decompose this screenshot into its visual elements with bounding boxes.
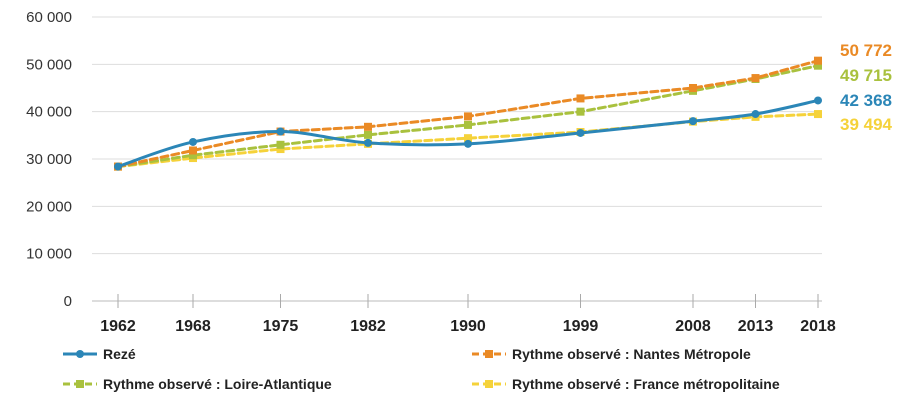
series-3-point-1975 [276,145,285,154]
series-0-point-2008 [689,117,697,126]
series-1-point-2008 [689,84,697,92]
x-tick-label-2018: 2018 [800,318,836,335]
y-tick-label-30000: 30 000 [26,151,72,168]
end-labels: 42 368 50 772 49 715 39 494 [840,41,893,134]
y-tick-label-60000: 60 000 [26,9,72,26]
grid-lines [92,16,822,255]
y-tick-label-40000: 40 000 [26,104,72,121]
series-1-point-2013 [751,74,760,83]
legend-label-2: Rythme observé : Loire-Atlantique [103,376,332,392]
legend: Rezé Rythme observé : Nantes Métropole Ryt… [63,346,780,392]
x-axis: 1962 1968 1975 1982 1990 1999 2008 2013 2018 [92,294,836,335]
series-1-point-1999 [576,94,585,103]
x-tick-label-1982: 1982 [350,318,386,335]
series-1-point-1982 [364,122,372,131]
series-0-point-1968 [189,137,197,146]
series-group [114,56,822,171]
series-0-point-1962 [114,162,122,171]
y-axis: 0 10 000 20 000 30 000 40 000 50 000 60 000 [26,9,72,310]
legend-label-0: Rezé [103,346,136,362]
series-0-point-2013 [751,110,760,119]
series-2-point-1990 [464,120,472,129]
end-label-series-1: 50 772 [840,41,892,60]
series-0-line [116,98,820,169]
y-tick-label-20000: 20 000 [26,198,72,215]
series-2-point-1982 [364,130,372,139]
x-tick-label-1975: 1975 [263,318,299,335]
series-1-point-2018 [814,56,822,65]
series-0-point-1999 [576,128,585,137]
legend-label-3: Rythme observé : France métropolitaine [512,376,780,392]
series-0-point-1975 [276,127,285,136]
series-2-point-2018 [814,61,822,70]
series-2-point-1968 [189,151,197,160]
x-tick-label-1999: 1999 [563,318,599,335]
series-0-point-1982 [364,138,372,147]
end-label-series-0: 42 368 [840,91,892,110]
legend-label-1: Rythme observé : Nantes Métropole [512,346,751,362]
legend-swatch-marker-1 [485,350,493,358]
x-tick-label-1968: 1968 [175,318,211,335]
series-2-point-1975 [276,140,285,149]
y-tick-label-50000: 50 000 [26,56,72,73]
x-tick-label-2008: 2008 [675,318,711,335]
legend-swatch-marker-0 [76,350,84,358]
series-1-point-1968 [189,146,197,155]
series-0-point-2018 [814,96,822,105]
x-tick-label-1962: 1962 [100,318,136,335]
series-3-point-1990 [464,134,472,143]
y-tick-label-10000: 10 000 [26,246,72,263]
x-tick-label-2013: 2013 [738,318,774,335]
y-tick-label-0: 0 [64,293,72,310]
series-3-point-2018 [814,110,822,119]
series-2-point-1999 [576,107,585,116]
end-label-series-3: 39 494 [840,115,893,134]
legend-swatch-marker-3 [485,380,493,388]
end-label-series-2: 49 715 [840,66,892,85]
legend-swatch-marker-2 [76,380,84,388]
series-0-point-1990 [464,139,472,148]
x-tick-label-1990: 1990 [450,318,486,335]
series-1-point-1990 [464,112,472,121]
